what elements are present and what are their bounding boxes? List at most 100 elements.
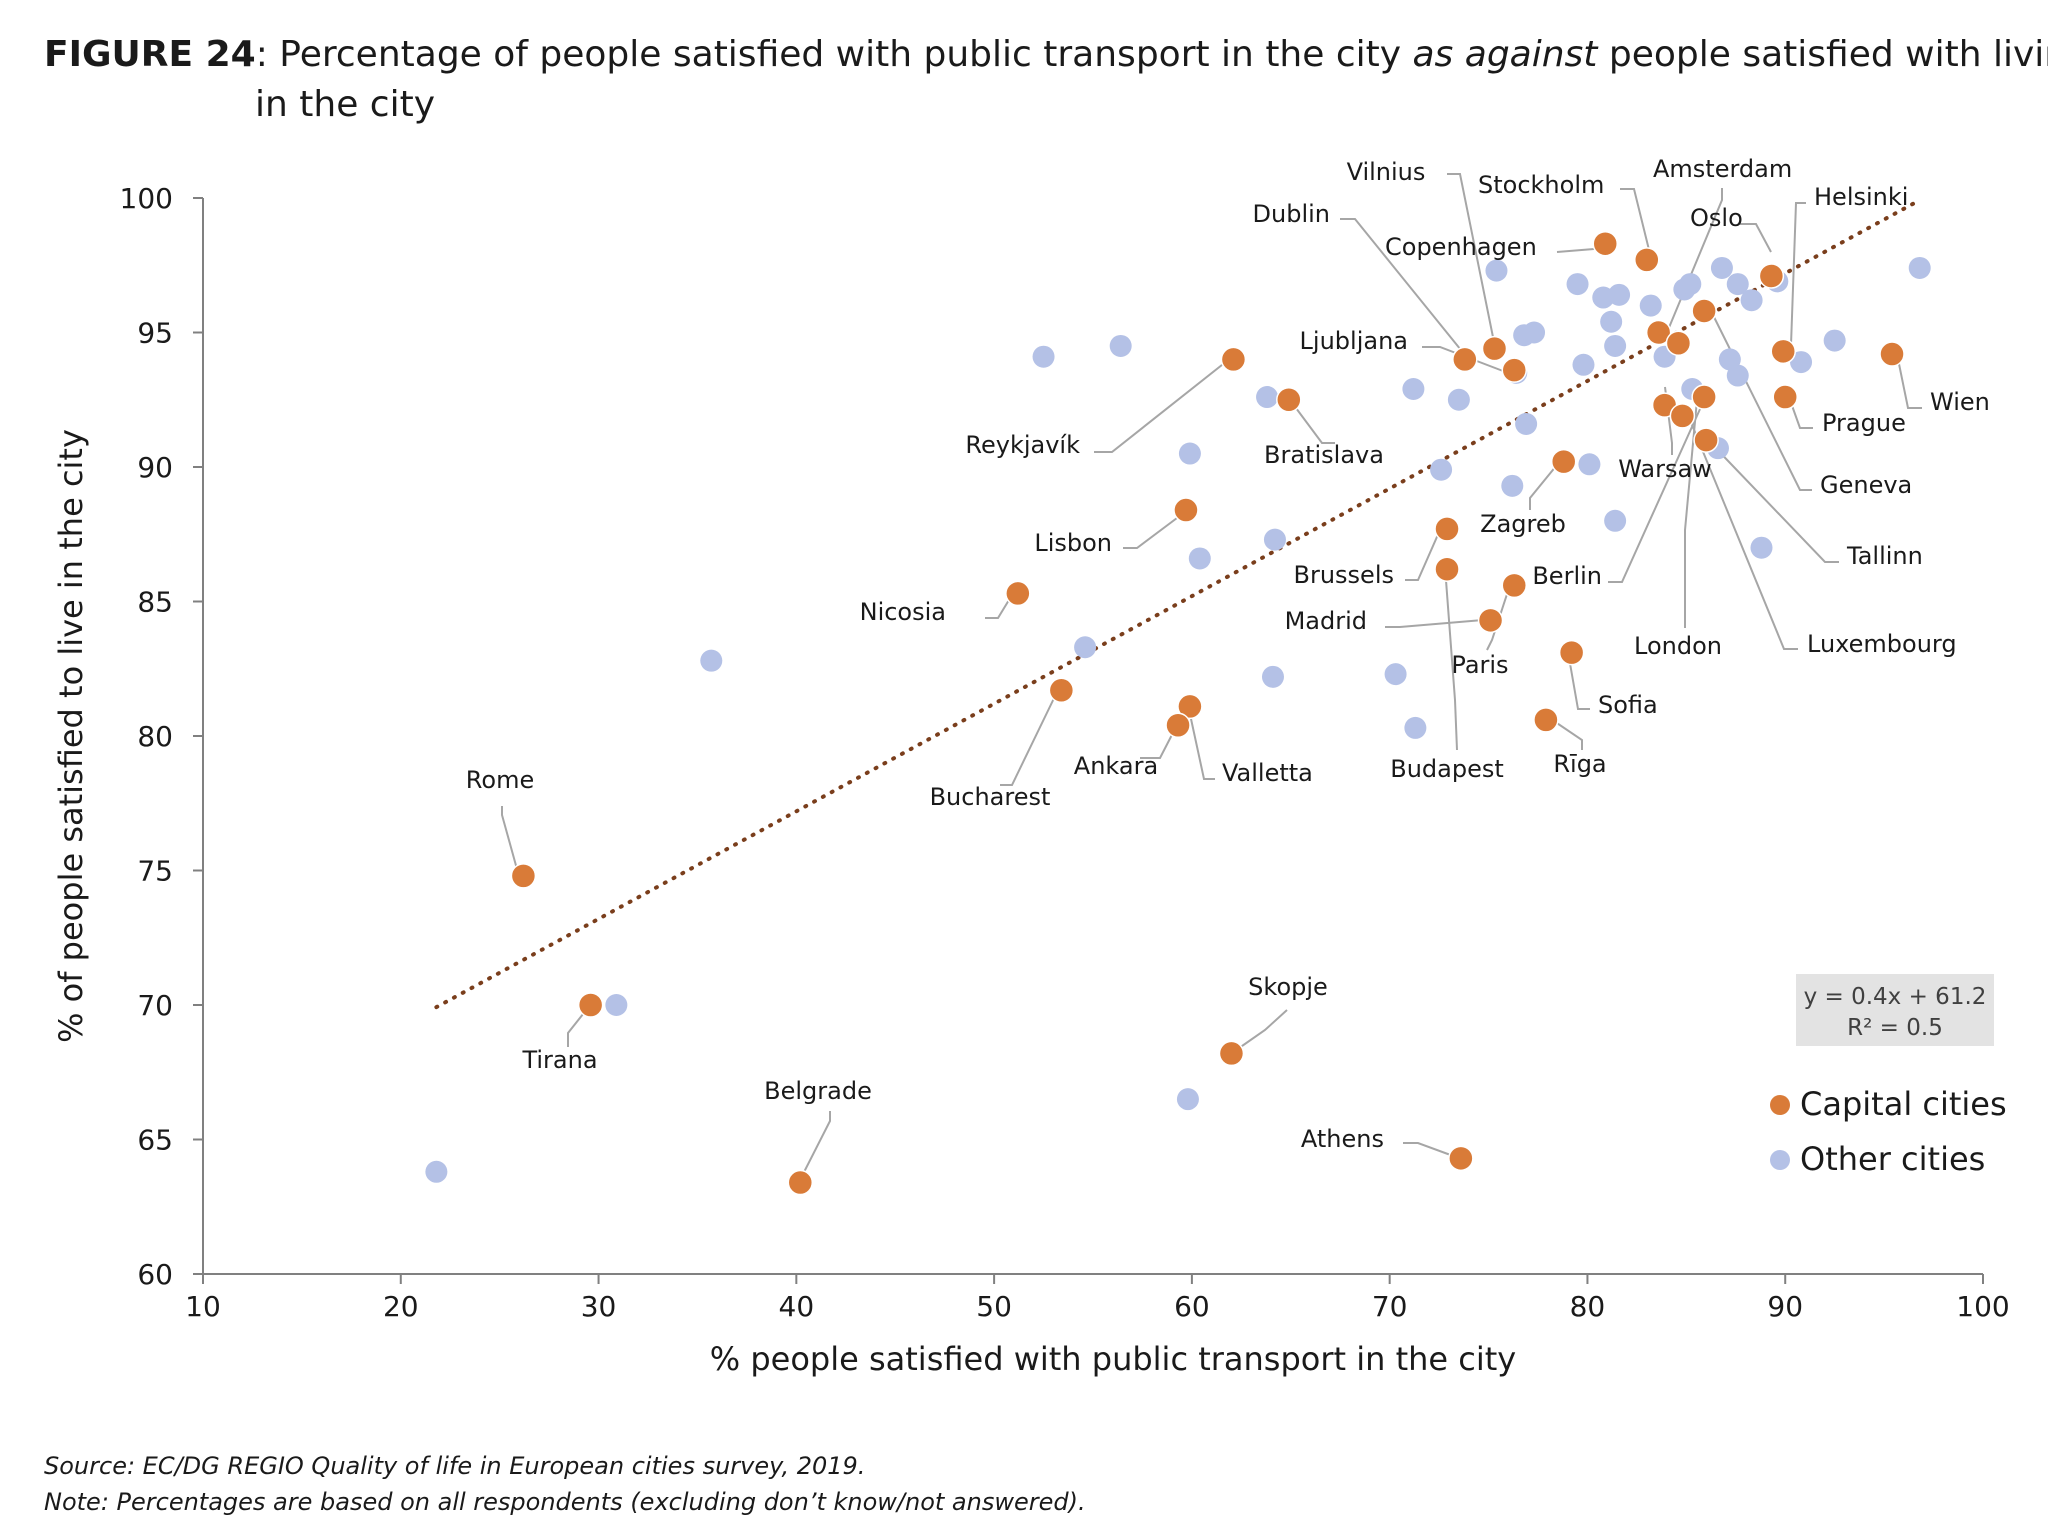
- other-city-point: [700, 649, 723, 672]
- other-city-point: [1566, 273, 1589, 296]
- leader-line: [1620, 188, 1653, 263]
- other-city-point: [1032, 345, 1055, 368]
- city-label: Vilnius: [1347, 158, 1426, 186]
- x-tick-label: 90: [1767, 1290, 1803, 1323]
- leader-line: [501, 806, 521, 881]
- leader-line: [1289, 399, 1335, 444]
- title-line-2: in the city: [255, 84, 435, 125]
- city-label: Wien: [1930, 388, 1990, 416]
- x-tick-label: 20: [383, 1290, 419, 1323]
- y-tick-label: 85: [137, 586, 173, 619]
- other-city-point: [1176, 1088, 1199, 1111]
- leader-line: [1529, 459, 1562, 510]
- city-label: Budapest: [1390, 755, 1504, 783]
- capital-city-point: [1665, 330, 1692, 357]
- leader-line: [985, 594, 1013, 619]
- y-tick-label: 90: [137, 451, 173, 484]
- other-city-point: [1447, 388, 1470, 411]
- city-label: Madrid: [1285, 607, 1367, 635]
- city-label: Ljubljana: [1300, 327, 1408, 355]
- city-label: Valletta: [1222, 759, 1313, 787]
- y-tick-label: 65: [137, 1124, 173, 1157]
- capital-city-point: [1550, 448, 1577, 475]
- leader-line: [1567, 651, 1590, 710]
- city-label: Lisbon: [1034, 529, 1112, 557]
- leader-line: [1684, 399, 1698, 628]
- city-label: Skopje: [1248, 973, 1328, 1001]
- other-city-point: [1384, 663, 1407, 686]
- city-label: Berlin: [1532, 562, 1602, 590]
- data-points: [425, 230, 1931, 1196]
- leader-line: [1422, 346, 1504, 372]
- capital-city-point: [1481, 335, 1508, 362]
- city-label: Athens: [1301, 1125, 1384, 1153]
- leader-line: [1789, 399, 1813, 429]
- other-city-point: [1430, 458, 1453, 481]
- capital-city-point: [1448, 1145, 1474, 1172]
- other-city-point: [1679, 273, 1702, 296]
- y-tick-label: 60: [137, 1258, 173, 1291]
- other-city-point: [1710, 256, 1733, 279]
- other-city-point: [1604, 334, 1627, 357]
- other-city-point: [425, 1160, 448, 1183]
- y-tick-label: 95: [137, 317, 173, 350]
- other-city-point: [1485, 259, 1508, 282]
- city-label: Tallinn: [1846, 542, 1923, 570]
- city-label: Luxembourg: [1807, 630, 1957, 658]
- capital-city-point: [1879, 341, 1905, 367]
- other-city-point: [1515, 412, 1538, 435]
- leader-line: [1094, 356, 1233, 453]
- other-city-point: [1823, 329, 1846, 352]
- capital-city-point: [1558, 639, 1585, 666]
- city-label: Paris: [1451, 651, 1508, 679]
- capital-city-point: [1634, 247, 1660, 273]
- capital-city-point: [1276, 387, 1302, 413]
- capital-city-point: [1693, 427, 1719, 453]
- city-label: Warsaw: [1618, 455, 1712, 483]
- capital-city-point: [1501, 357, 1528, 383]
- leader-line: [1403, 1142, 1457, 1158]
- city-label: Nicosia: [860, 598, 946, 626]
- capital-city-point: [1669, 403, 1696, 429]
- other-city-point: [1402, 377, 1425, 400]
- leader-line: [1340, 218, 1466, 356]
- chart-axes: 60 65 70 75 80 85 90 95 100 10 20 30 40 50 60 70 80 90 100…: [52, 182, 2010, 1378]
- city-label: Brussels: [1294, 561, 1395, 589]
- figure-title: FIGURE 24: Percentage of people satisfie…: [44, 30, 2048, 130]
- other-city-point: [1750, 536, 1773, 559]
- city-label: Geneva: [1820, 471, 1912, 499]
- leader-line: [1000, 689, 1059, 786]
- leader-line: [1486, 584, 1511, 651]
- city-label: Tirana: [521, 1046, 597, 1074]
- city-label: Bucharest: [930, 783, 1051, 811]
- capital-city-point: [1691, 298, 1717, 324]
- leader-line: [1231, 1009, 1288, 1054]
- leader-line: [1385, 619, 1484, 628]
- city-label: Oslo: [1690, 204, 1743, 232]
- source-note: Source: EC/DG REGIO Quality of life in E…: [44, 1452, 866, 1480]
- leader-line: [1608, 397, 1706, 583]
- legend-capital-label: Capital cities: [1800, 1085, 2007, 1123]
- city-label: Rome: [466, 766, 534, 794]
- city-label: Bratislava: [1264, 441, 1384, 469]
- x-tick-label: 40: [779, 1290, 815, 1323]
- other-city-point: [1501, 474, 1524, 497]
- other-city-point: [1263, 528, 1286, 551]
- capital-city-point: [510, 863, 537, 889]
- data-note: Note: Percentages are based on all respo…: [44, 1488, 1086, 1516]
- other-city-point: [1790, 351, 1813, 374]
- other-city-point: [1523, 321, 1546, 344]
- x-tick-label: 60: [1174, 1290, 1210, 1323]
- trend-line-group: [434, 198, 1922, 1010]
- leader-line: [1897, 358, 1922, 409]
- legend-other-marker: [1770, 1150, 1790, 1170]
- leader-line: [1187, 704, 1215, 780]
- figure-label: FIGURE 24: [44, 34, 256, 75]
- city-label: Stockholm: [1478, 171, 1604, 199]
- other-city-point: [1740, 289, 1763, 312]
- city-label: Reykjavík: [965, 431, 1080, 459]
- y-axis-title: % of people satisfied to live in the cit…: [52, 429, 90, 1043]
- equation-box: y = 0.4x + 61.2 R² = 0.5: [1796, 974, 1994, 1046]
- other-city-point: [1572, 353, 1595, 376]
- capital-city-point: [1452, 346, 1478, 373]
